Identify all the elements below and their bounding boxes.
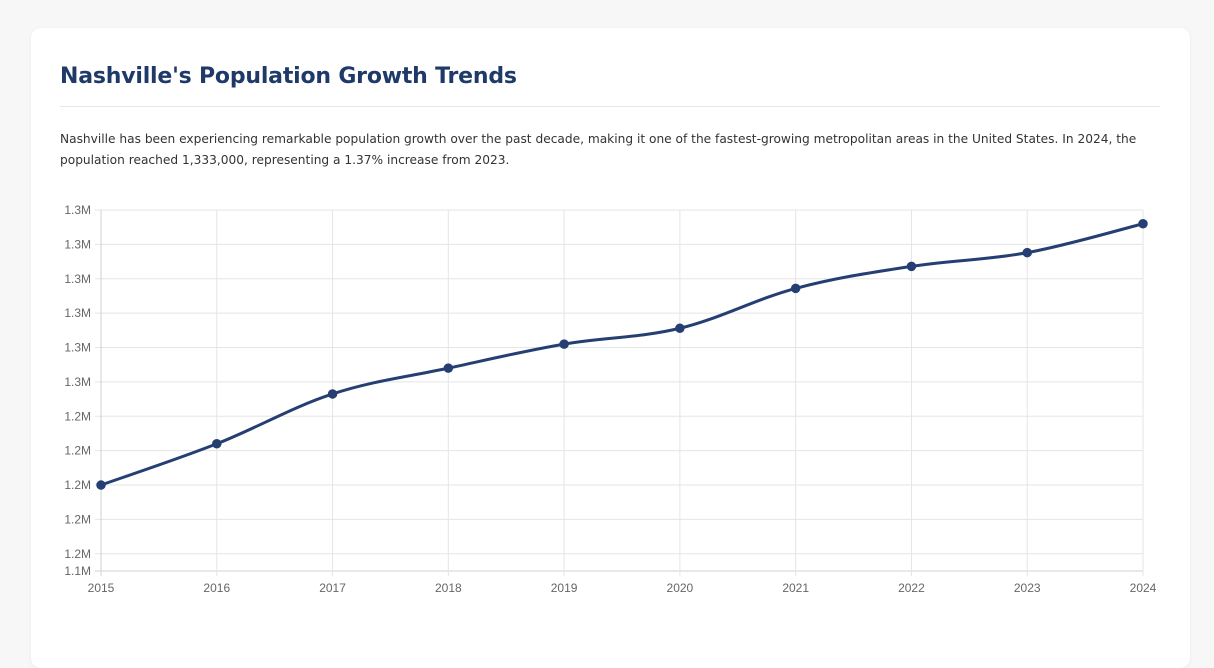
data-point-2018 <box>443 363 454 373</box>
y-tick-label: 1.2M <box>64 512 91 526</box>
page-title: Nashville's Population Growth Trends <box>60 64 517 89</box>
x-tick-label: 2019 <box>551 581 578 595</box>
title-divider <box>60 106 1160 107</box>
description-text: Nashville has been experiencing remarkab… <box>60 132 1137 167</box>
y-tick-label: 1.2M <box>64 478 91 492</box>
data-point-2019 <box>559 339 569 349</box>
y-tick-label: 1.3M <box>64 203 91 217</box>
y-tick-label: 1.2M <box>64 409 91 423</box>
population-series-line <box>99 222 1145 487</box>
y-tick-label: 1.3M <box>64 341 91 355</box>
x-tick-label: 2022 <box>898 581 925 595</box>
x-tick-label: 2016 <box>203 581 230 595</box>
data-point-2020 <box>675 323 685 334</box>
data-point-2015 <box>96 480 106 490</box>
y-tick-label: 1.3M <box>64 306 91 320</box>
x-tick-label: 2024 <box>1130 581 1157 595</box>
x-tick-label: 2017 <box>319 581 346 595</box>
data-point-2024 <box>1138 219 1148 229</box>
data-point-2021 <box>790 283 801 294</box>
x-tick-label: 2015 <box>88 581 115 595</box>
y-tick-label: 1.3M <box>64 375 91 389</box>
data-point-2023 <box>1022 247 1032 258</box>
y-tick-label: 1.2M <box>64 547 91 561</box>
x-tick-label: 2023 <box>1014 581 1041 595</box>
x-tick-label: 2018 <box>435 581 462 595</box>
x-tick-label: 2020 <box>667 581 694 595</box>
data-point-2022 <box>906 261 917 272</box>
x-tick-label: 2021 <box>782 581 809 595</box>
y-tick-label: 1.3M <box>64 272 91 286</box>
population-line-chart: 1.1M 1.2M 1.2M 1.2M 1.2M 1.2M 1.3M 1.3M 1.3M 1.3M… <box>64 203 1157 595</box>
y-tick-label: 1.3M <box>64 237 91 251</box>
data-point-2016 <box>212 439 222 449</box>
data-point-2017 <box>327 389 338 399</box>
y-tick-label: 1.2M <box>64 444 91 458</box>
y-tick-label: 1.1M <box>64 564 91 578</box>
